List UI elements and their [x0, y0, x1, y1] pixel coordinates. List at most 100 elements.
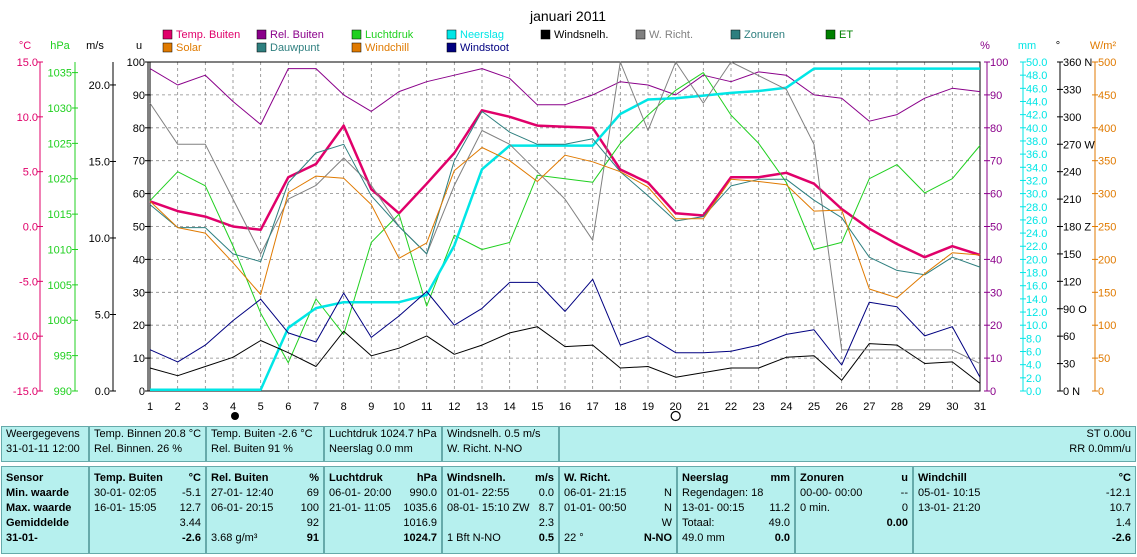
- full-moon-icon: [670, 410, 681, 422]
- wrichting-current: W. Richt. N-NO: [447, 443, 523, 455]
- block-cell-label: 49.0 mm: [682, 532, 725, 544]
- x-tick-label: 16: [559, 401, 571, 413]
- block-cell-value: 49.0: [768, 517, 790, 529]
- block-cell-value: 1035.6: [403, 502, 437, 514]
- block-cell-label: 13-01- 00:15: [682, 502, 745, 514]
- x-tick-label: 10: [393, 401, 405, 413]
- x-tick-label: 17: [587, 401, 599, 413]
- series-luchtdruk: [149, 72, 981, 364]
- legend-swatch: [162, 42, 173, 53]
- axis-tick-temp: -10.0: [13, 331, 38, 343]
- axis-tick-mm: 10.0: [1026, 320, 1047, 332]
- block-cell-label: 06-01- 20:00: [329, 487, 392, 499]
- legend-label: Solar: [176, 42, 202, 54]
- block-cell-label: 06-01- 20:15: [211, 502, 274, 514]
- axis-tick-pct: 0: [990, 386, 996, 398]
- block-cell-value: 1016.9: [403, 517, 437, 529]
- series-dauwpunt: [149, 110, 981, 276]
- axis-tick-deg: 0 N: [1063, 386, 1080, 398]
- axis-tick-mm: 8.0: [1026, 333, 1041, 345]
- axis-tick-mm: 24.0: [1026, 228, 1047, 240]
- x-tick-label: 20: [670, 401, 682, 413]
- legend-swatch: [351, 29, 362, 40]
- sensor-header: Sensor: [6, 472, 44, 484]
- x-tick-label: 31: [974, 401, 986, 413]
- axis-tick-mm: 6.0: [1026, 347, 1041, 359]
- block-cell-label: 3.68 g/m³: [211, 532, 258, 544]
- block-cell-value: 990.0: [409, 487, 437, 499]
- legend-label: W. Richt.: [649, 29, 693, 41]
- x-tick-label: 2: [175, 401, 181, 413]
- current-weergegevens: Weergegevens 31-01-11 12:00: [1, 426, 89, 462]
- axis-tick-wm2: 0: [1098, 386, 1104, 398]
- legend-label: Windsnelh.: [554, 29, 608, 41]
- block-unit: %: [309, 472, 319, 484]
- block-cell-label: 16-01- 15:05: [94, 502, 157, 514]
- legend-label: Luchtdruk: [365, 29, 414, 41]
- axis-unit-hpa: hPa: [50, 40, 70, 52]
- stats-block: Rel. Buiten% 27-01- 12:40 69 06-01- 20:15 10…: [206, 466, 324, 554]
- stats-block: Neerslag mm Regendagen: 18 13-01- 00:15 11.2…: [677, 466, 795, 554]
- plot-frame: [149, 61, 981, 392]
- new-moon-icon: [231, 412, 239, 420]
- axis-tick-wm2: 50: [1098, 353, 1110, 365]
- axis-tick-mm: 32.0: [1026, 175, 1047, 187]
- axis-tick-mm: 30.0: [1026, 189, 1047, 201]
- x-tick-label: 4: [230, 401, 236, 413]
- axis-tick-mm: 48.0: [1026, 70, 1047, 82]
- axis-unit-wm2: W/m²: [1090, 40, 1117, 52]
- x-tick-label: 29: [919, 401, 931, 413]
- x-tick-label: 22: [725, 401, 737, 413]
- axis-tick-deg: 240: [1063, 167, 1081, 179]
- block-header: Luchtdruk: [329, 472, 383, 484]
- block-cell-value: 0: [901, 502, 908, 514]
- block-cell-value: -5.1: [182, 487, 201, 499]
- x-tick-label: 9: [368, 401, 374, 413]
- axis-tick-mm: 38.0: [1026, 136, 1047, 148]
- block-cell-label: 13-01- 21:20: [918, 502, 981, 514]
- x-tick-label: 26: [836, 401, 848, 413]
- x-tick-label: 6: [285, 401, 291, 413]
- block-cell-value: N: [664, 487, 672, 499]
- block-header: Temp. Buiten: [94, 472, 163, 484]
- block-cell-label: 00-00- 00:00: [800, 487, 863, 499]
- axis-tick-hpa: 990: [54, 386, 72, 398]
- x-tick-label: 19: [642, 401, 654, 413]
- axis-tick-mm: 26.0: [1026, 215, 1047, 227]
- axis-tick-deg: 300: [1063, 112, 1081, 124]
- rr-value: RR 0.0mm/u: [1069, 443, 1131, 455]
- block-header: Windsnelh.: [447, 472, 506, 484]
- block-cell-label: 05-01- 10:15: [918, 487, 981, 499]
- axis-tick-deg: 270 W: [1063, 139, 1095, 151]
- axis-tick-temp: -5.0: [19, 276, 38, 288]
- stats-block: W. Richt. 06-01- 21:15 N 01-01- 00:50 N W 22 °…: [559, 466, 677, 554]
- current-luchtdruk: Luchtdruk 1024.7 hPa Neerslag 0.0 mm: [324, 426, 442, 462]
- grid: [149, 61, 981, 392]
- block-cell-label: 06-01- 21:15: [564, 487, 627, 499]
- block-header: Zonuren: [800, 472, 844, 484]
- axis-tick-wm2: 400: [1098, 123, 1116, 135]
- min-label: Min. waarde: [6, 487, 69, 499]
- temp-buiten: Temp. Buiten -2.6 °C: [211, 428, 313, 440]
- axis-tick-u: 90: [133, 90, 145, 102]
- axis-tick-hpa: 995: [54, 351, 72, 363]
- axis-tick-u: 80: [133, 123, 145, 135]
- current-st-rr: ST 0.00u RR 0.0mm/u: [559, 426, 1136, 462]
- axis-tick-mm: 40.0: [1026, 123, 1047, 135]
- axis-tick-mm: 28.0: [1026, 202, 1047, 214]
- x-tick-label: 1: [147, 401, 153, 413]
- block-cell-label: 30-01- 02:05: [94, 487, 157, 499]
- axis-tick-mm: 34.0: [1026, 162, 1047, 174]
- legend-swatch: [730, 29, 741, 40]
- axis-tick-deg: 30: [1063, 359, 1075, 371]
- block-cell-label: 0 min.: [800, 502, 830, 514]
- current-buiten: Temp. Buiten -2.6 °C Rel. Buiten 91 %: [206, 426, 324, 462]
- axis-tick-wm2: 450: [1098, 90, 1116, 102]
- x-tick-label: 28: [891, 401, 903, 413]
- block-unit: °C: [188, 472, 201, 484]
- block-cell-value: 92: [306, 517, 319, 529]
- block-cell-value: 3.44: [179, 517, 201, 529]
- axis-tick-u: 20: [133, 320, 145, 332]
- axis-tick-mm: 36.0: [1026, 149, 1047, 161]
